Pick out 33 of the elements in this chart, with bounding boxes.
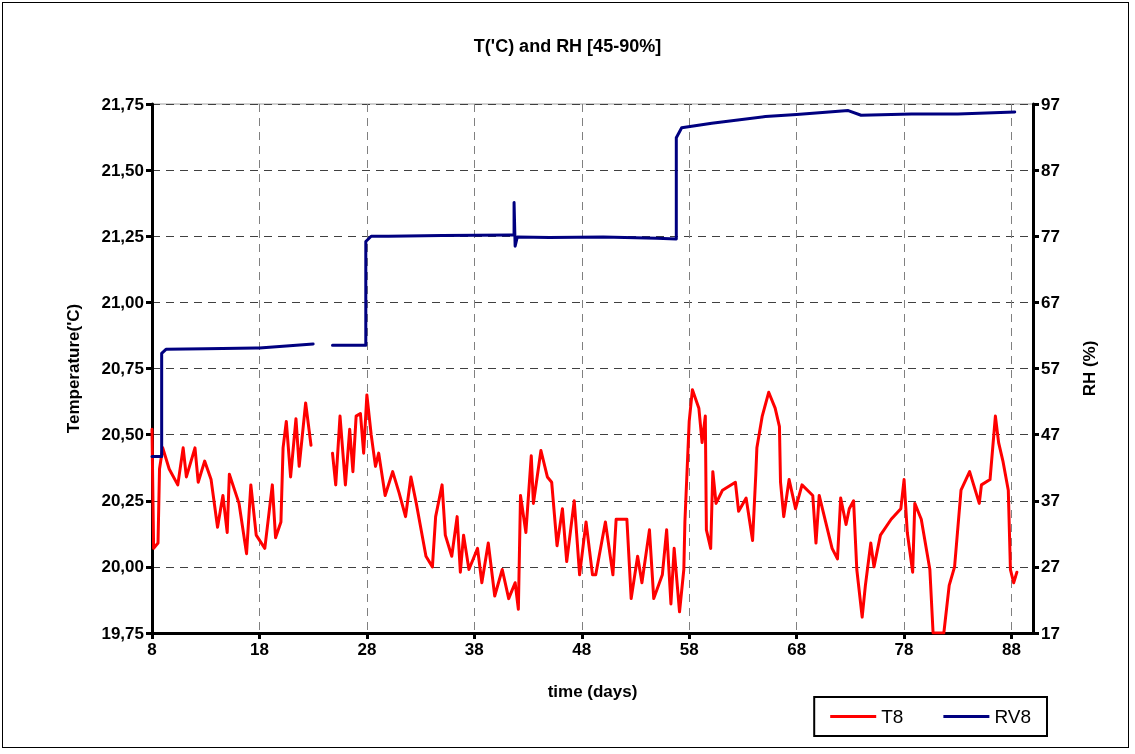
y-tick-label: 21,25 <box>101 226 144 246</box>
y-axis-title: Temperature('C) <box>64 303 83 434</box>
y2-tick-label: 87 <box>1041 160 1060 180</box>
x-tick-label: 18 <box>249 640 269 659</box>
x-tick-label: 48 <box>572 640 592 659</box>
x-axis-title: time (days) <box>547 682 638 701</box>
y2-tick-label: 37 <box>1041 491 1060 511</box>
y-tick-label: 20,25 <box>101 491 144 511</box>
chart-title: T('C) and RH [45-90%] <box>473 36 662 56</box>
y2-tick-label: 67 <box>1041 292 1060 312</box>
y2-tick-label: 27 <box>1041 557 1060 577</box>
y-tick-label: 20,75 <box>101 359 144 378</box>
x-tick-label: 58 <box>679 640 699 659</box>
x-tick-label: 68 <box>787 640 807 659</box>
x-tick-label: 8 <box>147 640 157 659</box>
y-tick-label: 20,50 <box>101 425 144 445</box>
x-tick-label: 78 <box>894 640 914 659</box>
y-tick-label: 20,00 <box>101 557 144 577</box>
y-tick-label: 19,75 <box>101 623 144 643</box>
x-tick-label: 28 <box>357 640 377 659</box>
x-tick-label: 88 <box>1002 640 1021 659</box>
y2-tick-label: 47 <box>1041 425 1060 445</box>
y-tick-label: 21,75 <box>101 94 144 114</box>
y2-tick-label: 17 <box>1041 623 1060 643</box>
y2-tick-label: 57 <box>1041 359 1060 378</box>
y2-axis-title: RH (%) <box>1080 340 1099 397</box>
legend-label: RV8 <box>994 706 1032 727</box>
y-tick-label: 21,00 <box>101 292 144 312</box>
x-tick-label: 38 <box>464 640 484 659</box>
y-tick-label: 21,50 <box>101 160 144 180</box>
legend-label: T8 <box>881 706 904 727</box>
y2-tick-label: 77 <box>1041 226 1060 246</box>
y2-tick-label: 97 <box>1041 94 1060 114</box>
